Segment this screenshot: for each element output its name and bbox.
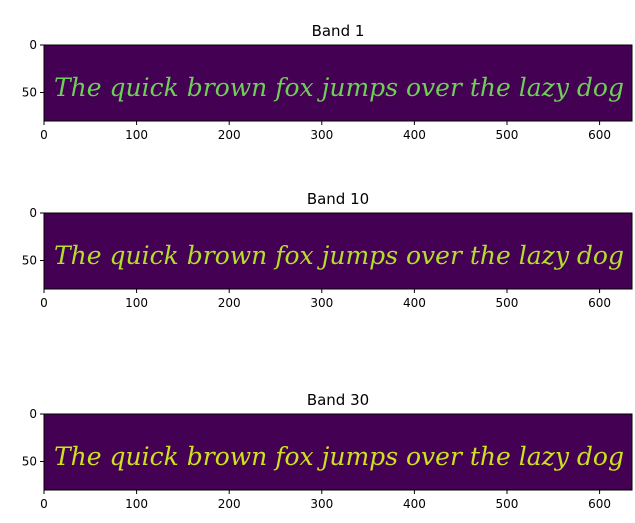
x-tick-label: 200 [218, 128, 241, 142]
y-tick-label: 0 [29, 206, 37, 220]
panel-title: Band 10 [307, 190, 369, 208]
x-tick-label: 100 [125, 497, 148, 511]
y-tick-label: 50 [22, 455, 37, 469]
x-tick-label: 0 [40, 128, 48, 142]
x-tick-label: 100 [125, 296, 148, 310]
y-tick-label: 0 [29, 38, 37, 52]
x-tick-label: 300 [310, 296, 333, 310]
handwriting-text: The quick brown fox jumps over the lazy … [54, 73, 624, 102]
band-panel-1: Band 1 The quick brown fox jumps over the… [22, 22, 633, 142]
image-background [44, 414, 632, 490]
handwriting-text: The quick brown fox jumps over the lazy … [54, 442, 624, 471]
band-panel-3: Band 30 The quick brown fox jumps over th… [22, 391, 633, 511]
x-tick-label: 600 [588, 497, 611, 511]
x-tick-label: 400 [403, 128, 426, 142]
x-tick-label: 500 [496, 497, 519, 511]
x-tick-label: 500 [496, 296, 519, 310]
x-tick-label: 400 [403, 296, 426, 310]
image-background [44, 45, 632, 121]
x-tick-label: 400 [403, 497, 426, 511]
x-tick-label: 200 [218, 497, 241, 511]
x-tick-label: 200 [218, 296, 241, 310]
handwriting-text: The quick brown fox jumps over the lazy … [54, 241, 624, 270]
x-tick-label: 0 [40, 296, 48, 310]
x-tick-label: 300 [310, 128, 333, 142]
image-background [44, 213, 632, 289]
band-panel-2: Band 10 The quick brown fox jumps over th… [22, 190, 633, 310]
axes-frame [43, 212, 633, 290]
x-tick-label: 500 [496, 128, 519, 142]
y-tick-label: 0 [29, 407, 37, 421]
x-tick-label: 0 [40, 497, 48, 511]
panel-title: Band 30 [307, 391, 369, 409]
panel-title: Band 1 [312, 22, 365, 40]
x-tick-label: 300 [310, 497, 333, 511]
x-tick-label: 600 [588, 296, 611, 310]
x-tick-label: 600 [588, 128, 611, 142]
y-tick-label: 50 [22, 254, 37, 268]
x-tick-label: 100 [125, 128, 148, 142]
axes-frame [43, 413, 633, 491]
axes-frame [43, 44, 633, 122]
y-tick-label: 50 [22, 86, 37, 100]
